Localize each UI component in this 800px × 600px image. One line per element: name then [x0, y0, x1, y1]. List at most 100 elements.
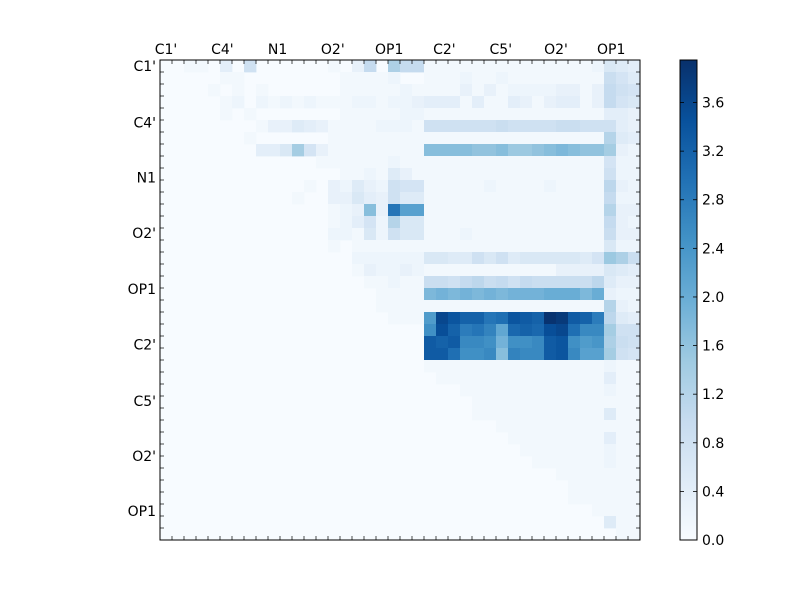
heatmap-cell [580, 408, 593, 421]
heatmap-cell [580, 456, 593, 469]
heatmap-cell [616, 228, 629, 241]
heatmap-cell [304, 180, 317, 193]
heatmap-cell [628, 384, 641, 397]
heatmap-cell [604, 168, 617, 181]
heatmap-cell [568, 396, 581, 409]
heatmap-cell [604, 228, 617, 241]
heatmap-cell [568, 204, 581, 217]
heatmap-cell [580, 120, 593, 133]
heatmap-cell [448, 108, 461, 121]
heatmap-cell [400, 216, 413, 229]
heatmap-cell [532, 360, 545, 373]
heatmap-cell [532, 108, 545, 121]
heatmap-cell [580, 144, 593, 157]
heatmap-cell [580, 96, 593, 109]
heatmap-cell [544, 240, 557, 253]
heatmap-cell [604, 120, 617, 133]
heatmap-cell [580, 132, 593, 145]
heatmap-cell [556, 336, 569, 349]
heatmap-cell [460, 120, 473, 133]
heatmap-cell [388, 168, 401, 181]
heatmap-cell [388, 180, 401, 193]
heatmap-cell [436, 60, 449, 73]
heatmap-cell [460, 288, 473, 301]
heatmap-cell [496, 372, 509, 385]
heatmap-cell [460, 168, 473, 181]
heatmap-cell [616, 480, 629, 493]
heatmap-cell [628, 216, 641, 229]
heatmap-cell [352, 240, 365, 253]
heatmap-cell [388, 216, 401, 229]
colorbar-tick-label: 0.0 [702, 533, 724, 549]
heatmap-cell [268, 96, 281, 109]
heatmap-cell [376, 204, 389, 217]
heatmap-cell [460, 276, 473, 289]
heatmap-cell [340, 144, 353, 157]
heatmap-cell [568, 384, 581, 397]
heatmap-cell [424, 276, 437, 289]
heatmap-cell [232, 96, 245, 109]
heatmap-cell [568, 168, 581, 181]
heatmap-cell [568, 192, 581, 205]
heatmap-cell [376, 240, 389, 253]
heatmap-cell [592, 264, 605, 277]
heatmap-cell [460, 384, 473, 397]
heatmap-cell [496, 228, 509, 241]
heatmap-cell [460, 228, 473, 241]
heatmap-cell [436, 144, 449, 157]
heatmap-cell [508, 396, 521, 409]
heatmap-cell [496, 132, 509, 145]
heatmap-cell [364, 204, 377, 217]
heatmap-cell [580, 216, 593, 229]
heatmap-cell [544, 348, 557, 361]
heatmap-cell [532, 168, 545, 181]
heatmap-cell [556, 432, 569, 445]
heatmap-cell [352, 156, 365, 169]
heatmap-cell [388, 276, 401, 289]
heatmap-cell [412, 264, 425, 277]
heatmap-cell [628, 156, 641, 169]
x-tick-label: C5' [490, 42, 513, 58]
heatmap-cell [328, 60, 341, 73]
heatmap-cell [352, 252, 365, 265]
heatmap-cell [628, 468, 641, 481]
heatmap-cell [628, 312, 641, 325]
x-tick-label: C2' [433, 42, 456, 58]
heatmap-cell [520, 216, 533, 229]
heatmap-cell [544, 96, 557, 109]
heatmap-cell [448, 336, 461, 349]
heatmap-cell [616, 384, 629, 397]
heatmap-cell [616, 240, 629, 253]
heatmap-cell [340, 156, 353, 169]
heatmap-cell [604, 252, 617, 265]
heatmap-cell [448, 372, 461, 385]
heatmap-cell [568, 264, 581, 277]
heatmap-cell [532, 276, 545, 289]
heatmap-cell [592, 252, 605, 265]
heatmap-cell [544, 264, 557, 277]
heatmap-cell [556, 420, 569, 433]
heatmap-cell [376, 180, 389, 193]
heatmap-cell [628, 240, 641, 253]
heatmap-cell [328, 216, 341, 229]
heatmap-cell [388, 252, 401, 265]
heatmap-cell [520, 168, 533, 181]
heatmap-cell [292, 120, 305, 133]
heatmap-cell [520, 108, 533, 121]
heatmap-cell [508, 204, 521, 217]
heatmap-cell [436, 96, 449, 109]
heatmap-cell [568, 288, 581, 301]
heatmap-cell [544, 360, 557, 373]
heatmap-cell [472, 408, 485, 421]
heatmap-cell [412, 120, 425, 133]
heatmap-cell [376, 156, 389, 169]
heatmap-cell [364, 192, 377, 205]
heatmap-cell [436, 348, 449, 361]
heatmap-cell [352, 132, 365, 145]
heatmap-cell [592, 168, 605, 181]
heatmap-cell [484, 348, 497, 361]
heatmap-cell [280, 120, 293, 133]
heatmap-cell [604, 516, 617, 529]
y-axis-tick-labels: C1' C4' N1 O2' OP1 C2' C5' O2' OP1 [128, 59, 156, 520]
heatmap-cell [436, 72, 449, 85]
